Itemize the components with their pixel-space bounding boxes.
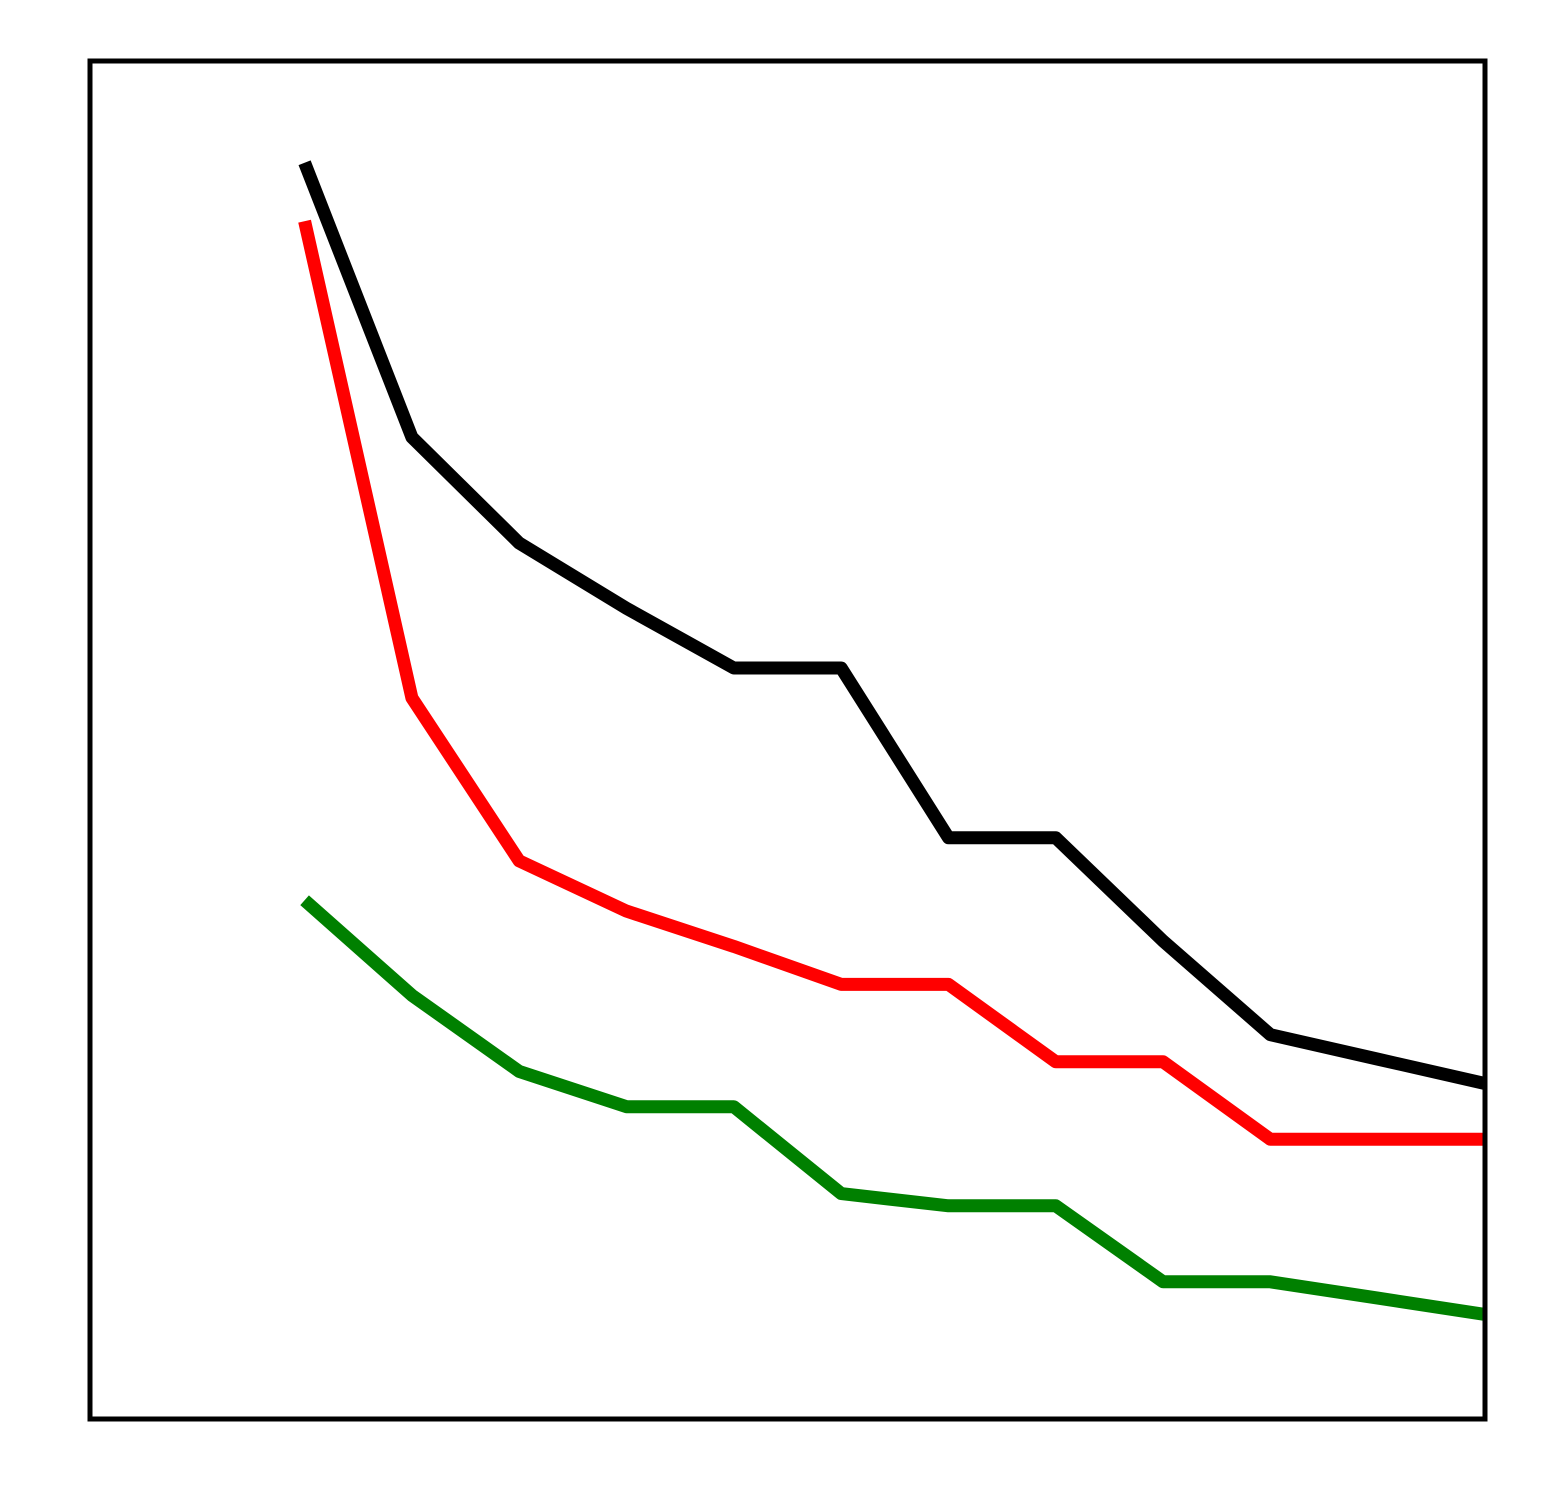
series-layer [298, 160, 1485, 1321]
series-line-black [298, 160, 1485, 1090]
series-line-green [300, 895, 1485, 1321]
plot-frame [87, 58, 1488, 1422]
series-line-red [298, 219, 1485, 1146]
